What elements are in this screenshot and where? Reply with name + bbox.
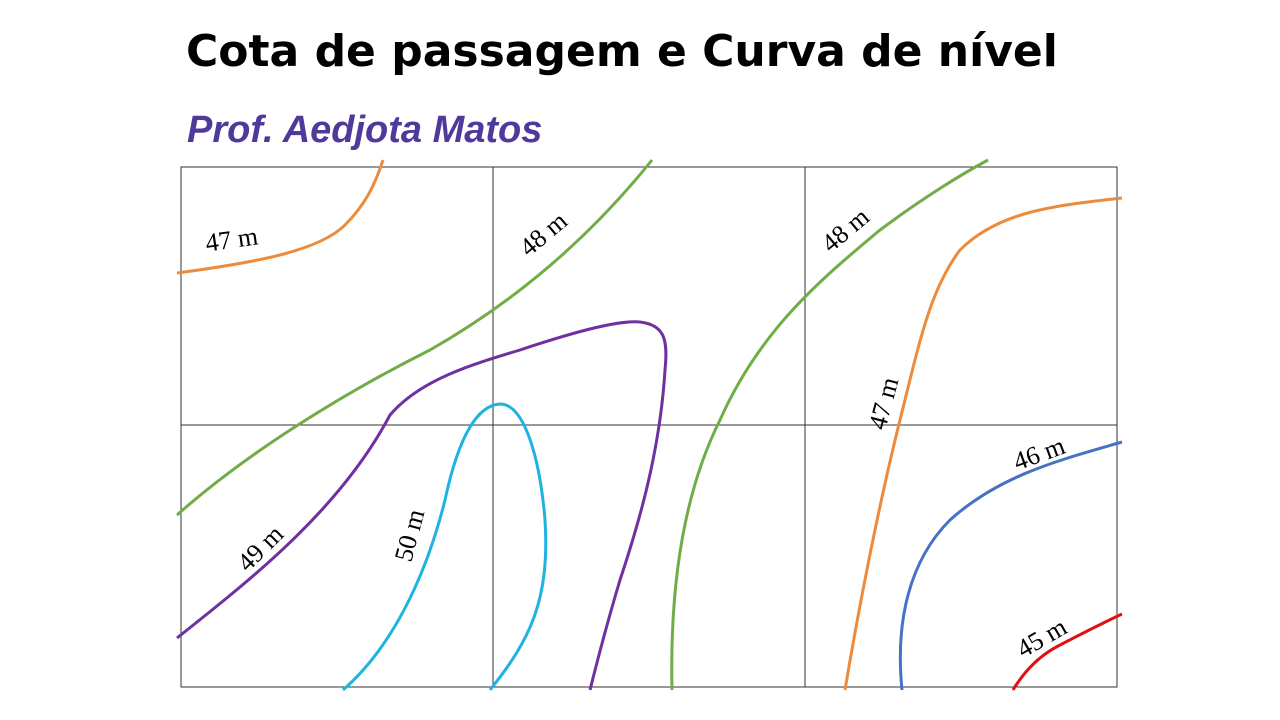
contour-line bbox=[670, 158, 989, 691]
grid bbox=[180, 166, 1118, 688]
contour-line bbox=[176, 320, 668, 691]
contour-line bbox=[843, 196, 1123, 691]
grid-frame bbox=[180, 166, 1118, 688]
contour-labels: 47 m 48 m 49 m 50 m 48 m 47 m 46 m 45 m bbox=[204, 202, 1072, 664]
contour-line bbox=[176, 159, 385, 275]
title: Cota de passagem e Curva de nível bbox=[186, 26, 1058, 77]
contour-label: 50 m bbox=[389, 506, 431, 564]
contours bbox=[176, 158, 1123, 692]
contour-label: 48 m bbox=[816, 202, 875, 258]
contour-line bbox=[176, 159, 654, 517]
subtitle: Prof. Aedjota Matos bbox=[187, 109, 542, 151]
contour-line bbox=[1011, 612, 1123, 691]
contour-line bbox=[898, 440, 1123, 691]
contour-label: 47 m bbox=[204, 221, 260, 257]
contour-label: 49 m bbox=[231, 519, 289, 577]
contour-line bbox=[342, 402, 548, 692]
